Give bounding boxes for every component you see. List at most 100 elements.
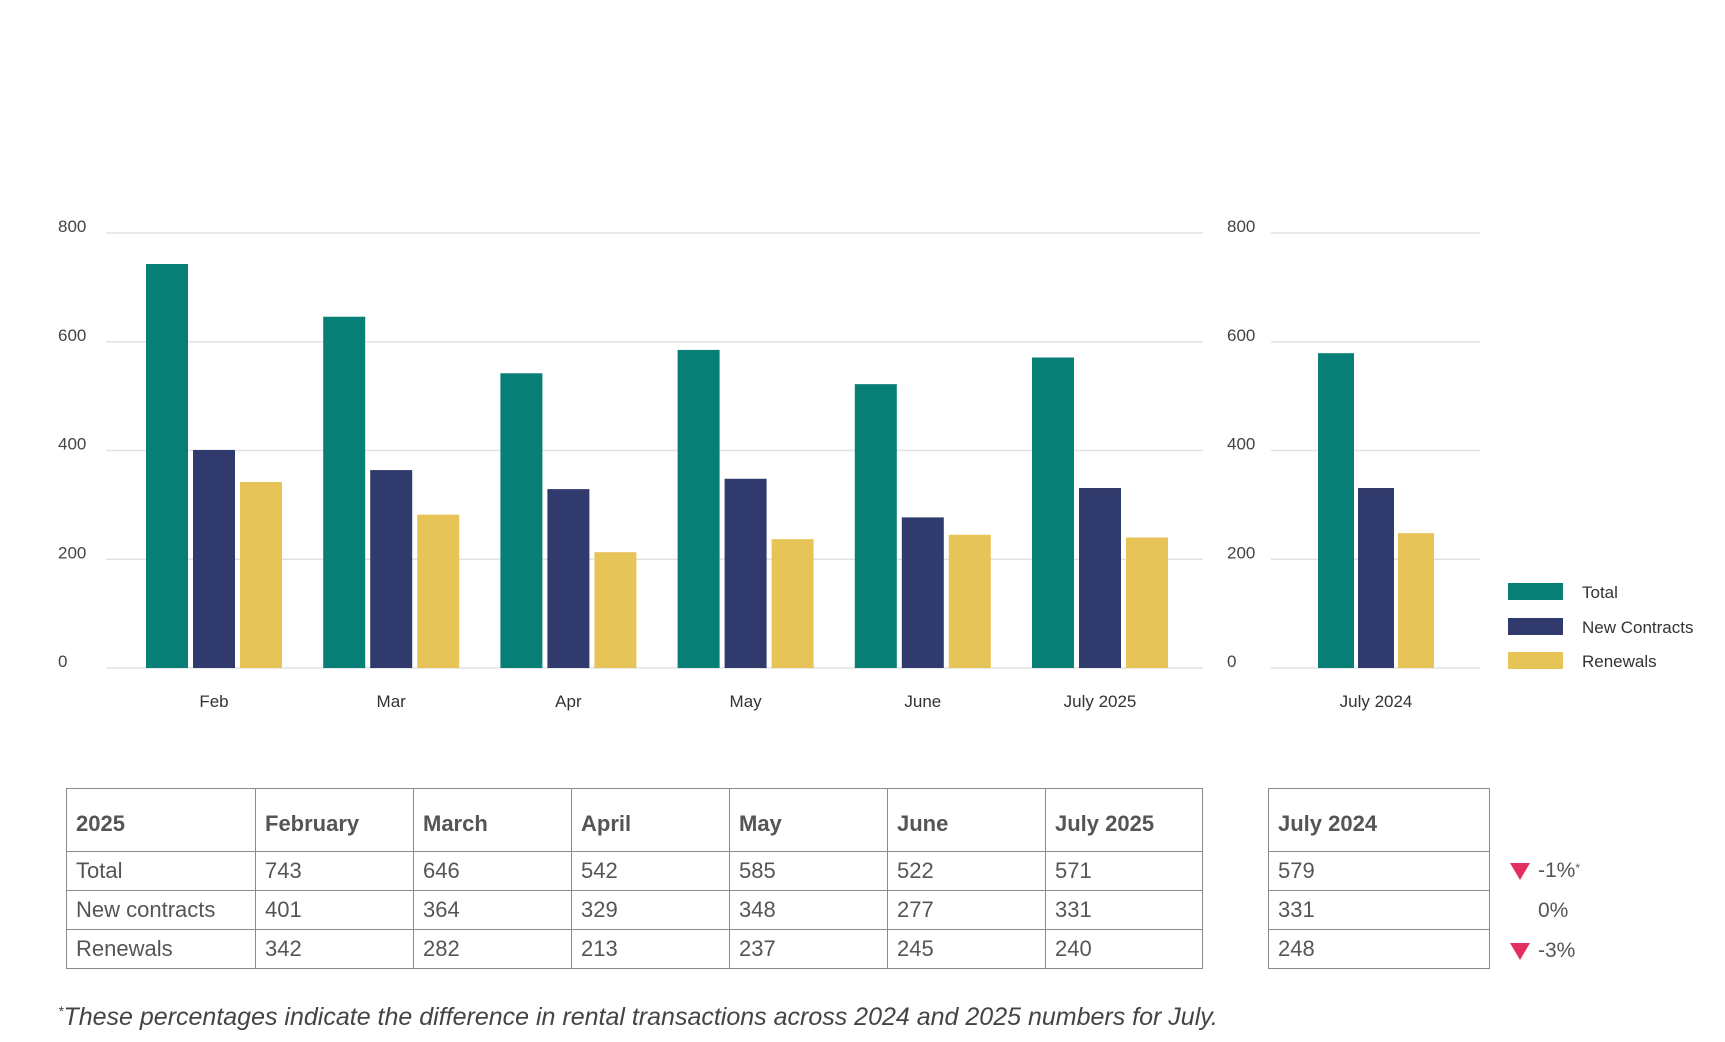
table-row: New contracts 401 364 329 348 277 331 bbox=[66, 890, 1203, 930]
bar-new-contracts bbox=[901, 517, 944, 668]
bar-new-contracts bbox=[1079, 488, 1121, 668]
legend-swatch bbox=[1508, 618, 1563, 635]
table-cell: 282 bbox=[413, 929, 572, 969]
table-row: 331 bbox=[1268, 890, 1490, 930]
table-cell: 579 bbox=[1268, 851, 1490, 891]
bar-total bbox=[677, 349, 720, 668]
difference-renewals: -3% bbox=[1510, 931, 1640, 971]
difference-value: 0% bbox=[1538, 899, 1569, 922]
bar-total bbox=[146, 263, 188, 668]
bar-renewals bbox=[1126, 537, 1168, 668]
table-cell: 522 bbox=[887, 851, 1046, 891]
legend-label: Renewals bbox=[1582, 652, 1657, 671]
difference-value: -3% bbox=[1538, 939, 1576, 962]
table-header-cell: March bbox=[413, 788, 572, 852]
y-tick-label: 0 bbox=[58, 652, 67, 671]
x-tick-label: May bbox=[730, 692, 763, 711]
x-tick-label: June bbox=[904, 692, 941, 711]
bar-total bbox=[1318, 353, 1354, 668]
footnote-marker: * bbox=[1575, 861, 1581, 875]
y-tick-label: 200 bbox=[1227, 543, 1255, 562]
down-triangle-icon bbox=[1510, 942, 1530, 960]
data-table-2025: 2025 February March April May June July … bbox=[66, 788, 1203, 969]
table-cell: 237 bbox=[729, 929, 888, 969]
table-header-cell: 2025 bbox=[66, 788, 256, 852]
table-cell: 248 bbox=[1268, 929, 1490, 969]
y-tick-label: 600 bbox=[1227, 326, 1255, 345]
table-cell: Renewals bbox=[66, 929, 256, 969]
table-cell: 331 bbox=[1268, 890, 1490, 930]
table-cell: 743 bbox=[255, 851, 414, 891]
y-tick-label: 400 bbox=[58, 435, 86, 454]
table-row: Renewals 342 282 213 237 245 240 bbox=[66, 929, 1203, 969]
footnote-text: These percentages indicate the differenc… bbox=[63, 1003, 1218, 1031]
table-cell: 331 bbox=[1045, 890, 1203, 930]
x-tick-label: July 2024 bbox=[1340, 692, 1413, 711]
bar-renewals bbox=[948, 534, 991, 668]
bar-total bbox=[854, 384, 897, 668]
table-cell: 329 bbox=[571, 890, 730, 930]
table-cell: 401 bbox=[255, 890, 414, 930]
table-header-cell: June bbox=[887, 788, 1046, 852]
bar-new-contracts bbox=[370, 470, 413, 668]
y-tick-label: 0 bbox=[1227, 652, 1236, 671]
y-tick-label: 800 bbox=[58, 217, 86, 236]
table-cell: 646 bbox=[413, 851, 572, 891]
table-cell: 277 bbox=[887, 890, 1046, 930]
x-tick-label: Apr bbox=[555, 692, 582, 711]
bar-renewals bbox=[594, 552, 637, 668]
table-cell: 364 bbox=[413, 890, 572, 930]
bar-new-contracts bbox=[724, 478, 767, 668]
bar-new-contracts bbox=[1358, 488, 1394, 668]
bar-renewals bbox=[1398, 533, 1434, 668]
bar-new-contracts bbox=[547, 489, 590, 668]
legend-label: New Contracts bbox=[1582, 618, 1693, 637]
table-cell: 348 bbox=[729, 890, 888, 930]
table-cell: New contracts bbox=[66, 890, 256, 930]
x-tick-label: July 2025 bbox=[1064, 692, 1137, 711]
bar-total bbox=[500, 373, 543, 668]
legend-swatch bbox=[1508, 583, 1563, 600]
table-header-cell: May bbox=[729, 788, 888, 852]
legend-swatch bbox=[1508, 652, 1563, 669]
y-tick-label: 400 bbox=[1227, 435, 1255, 454]
table-row: 248 bbox=[1268, 929, 1490, 969]
comparison-table-july-2024: July 2024 579 331 248 bbox=[1268, 788, 1490, 969]
bar-charts: 0 200 400 600 800 Feb Mar Apr May June July 2025 0 2… bbox=[58, 217, 1693, 711]
bar-renewals bbox=[771, 539, 814, 668]
y-tick-label: 600 bbox=[58, 326, 86, 345]
difference-value: -1% bbox=[1538, 859, 1576, 882]
footnote: *These percentages indicate the differen… bbox=[58, 1003, 1218, 1032]
bar-renewals bbox=[240, 482, 282, 668]
legend-label: Total bbox=[1582, 583, 1618, 602]
y-tick-label: 800 bbox=[1227, 217, 1255, 236]
table-header-row: 2025 February March April May June July … bbox=[66, 788, 1203, 852]
footnote-marker: * bbox=[58, 1003, 64, 1019]
table-cell: 240 bbox=[1045, 929, 1203, 969]
table-header-cell: July 2024 bbox=[1268, 788, 1490, 852]
down-triangle-icon bbox=[1510, 862, 1530, 880]
difference-total: -1% * bbox=[1510, 851, 1640, 891]
table-row: 579 bbox=[1268, 851, 1490, 891]
table-cell: 245 bbox=[887, 929, 1046, 969]
difference-new-contracts: 0% bbox=[1510, 891, 1640, 931]
table-header-cell: April bbox=[571, 788, 730, 852]
bar-total bbox=[1032, 357, 1074, 668]
difference-column: -1% * 0% -3% bbox=[1510, 851, 1640, 971]
bar-new-contracts bbox=[193, 449, 235, 668]
table-cell: 571 bbox=[1045, 851, 1203, 891]
table-header-row: July 2024 bbox=[1268, 788, 1490, 852]
x-tick-label: Mar bbox=[377, 692, 407, 711]
table-cell: 542 bbox=[571, 851, 730, 891]
table-row: Total 743 646 542 585 522 571 bbox=[66, 851, 1203, 891]
table-cell: 585 bbox=[729, 851, 888, 891]
table-cell: 213 bbox=[571, 929, 730, 969]
table-header-cell: July 2025 bbox=[1045, 788, 1203, 852]
x-tick-label: Feb bbox=[199, 692, 228, 711]
bar-total bbox=[323, 316, 366, 668]
table-header-cell: February bbox=[255, 788, 414, 852]
table-cell: 342 bbox=[255, 929, 414, 969]
bar-renewals bbox=[417, 514, 460, 668]
table-cell: Total bbox=[66, 851, 256, 891]
y-tick-label: 200 bbox=[58, 543, 86, 562]
